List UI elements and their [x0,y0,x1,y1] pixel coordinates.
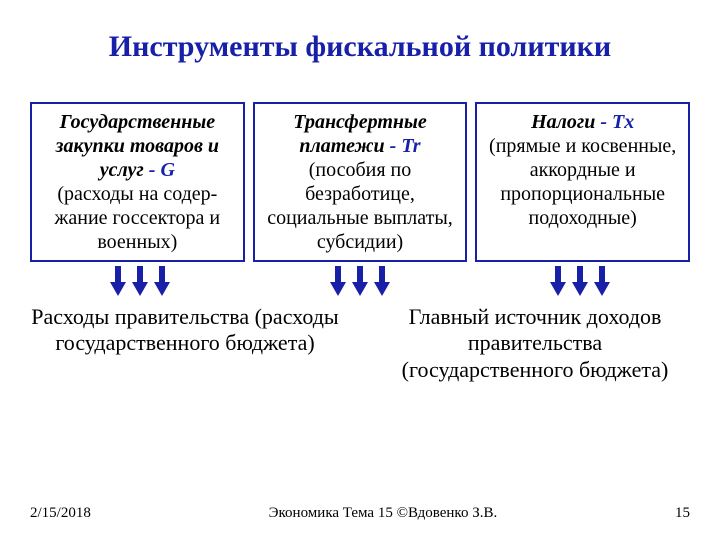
bottom-row: Расходы правительства (расходы государст… [30,304,690,383]
down-arrow-icon [132,266,148,296]
footer-center: Экономика Тема 15 ©Вдовенко З.В. [91,505,675,522]
box-taxes: Налоги - Tx (прямые и косвенные, аккордн… [475,102,690,262]
summary-income: Главный источник доходов правительства (… [380,304,690,383]
arrow-group [250,266,470,302]
arrow-group [470,266,690,302]
down-arrow-icon [374,266,390,296]
down-arrow-icon [110,266,126,296]
slide-title: Инструменты фискальной политики [30,30,690,64]
box-heading-last: платежи - Tr [299,135,420,157]
footer-date: 2/15/2018 [30,505,91,522]
box-heading-line: Трансфертные [293,111,427,133]
box-gov-purchases: Государственные закупки товаров и услуг … [30,102,245,262]
top-boxes-row: Государственные закупки товаров и услуг … [30,102,690,262]
box-symbol: - Tx [595,111,634,133]
box-heading-line: Государственные [60,111,216,133]
summary-expenses: Расходы правительства (расходы государст… [30,304,340,383]
down-arrow-icon [550,266,566,296]
down-arrow-icon [352,266,368,296]
down-arrow-icon [330,266,346,296]
box-heading-last: услуг - G [100,159,175,181]
footer-page: 15 [675,505,690,522]
box-transfers: Трансфертные платежи - Tr (пособия по бе… [253,102,468,262]
down-arrow-icon [594,266,610,296]
arrows-row [30,266,690,302]
box-body: (прямые и косвенные, аккордные и пропорц… [489,135,676,229]
box-symbol: - G [144,159,175,181]
arrow-group [30,266,250,302]
box-heading-last: Налоги - Tx [531,111,634,133]
footer: 2/15/2018 Экономика Тема 15 ©Вдовенко З.… [30,505,690,522]
down-arrow-icon [572,266,588,296]
box-body: (пособия по безработице, социальные выпл… [267,159,453,253]
box-heading-line: закупки товаров и [56,135,219,157]
box-body: (расходы на содер-жание госсектора и вое… [55,183,221,253]
box-symbol: - Tr [385,135,421,157]
down-arrow-icon [154,266,170,296]
